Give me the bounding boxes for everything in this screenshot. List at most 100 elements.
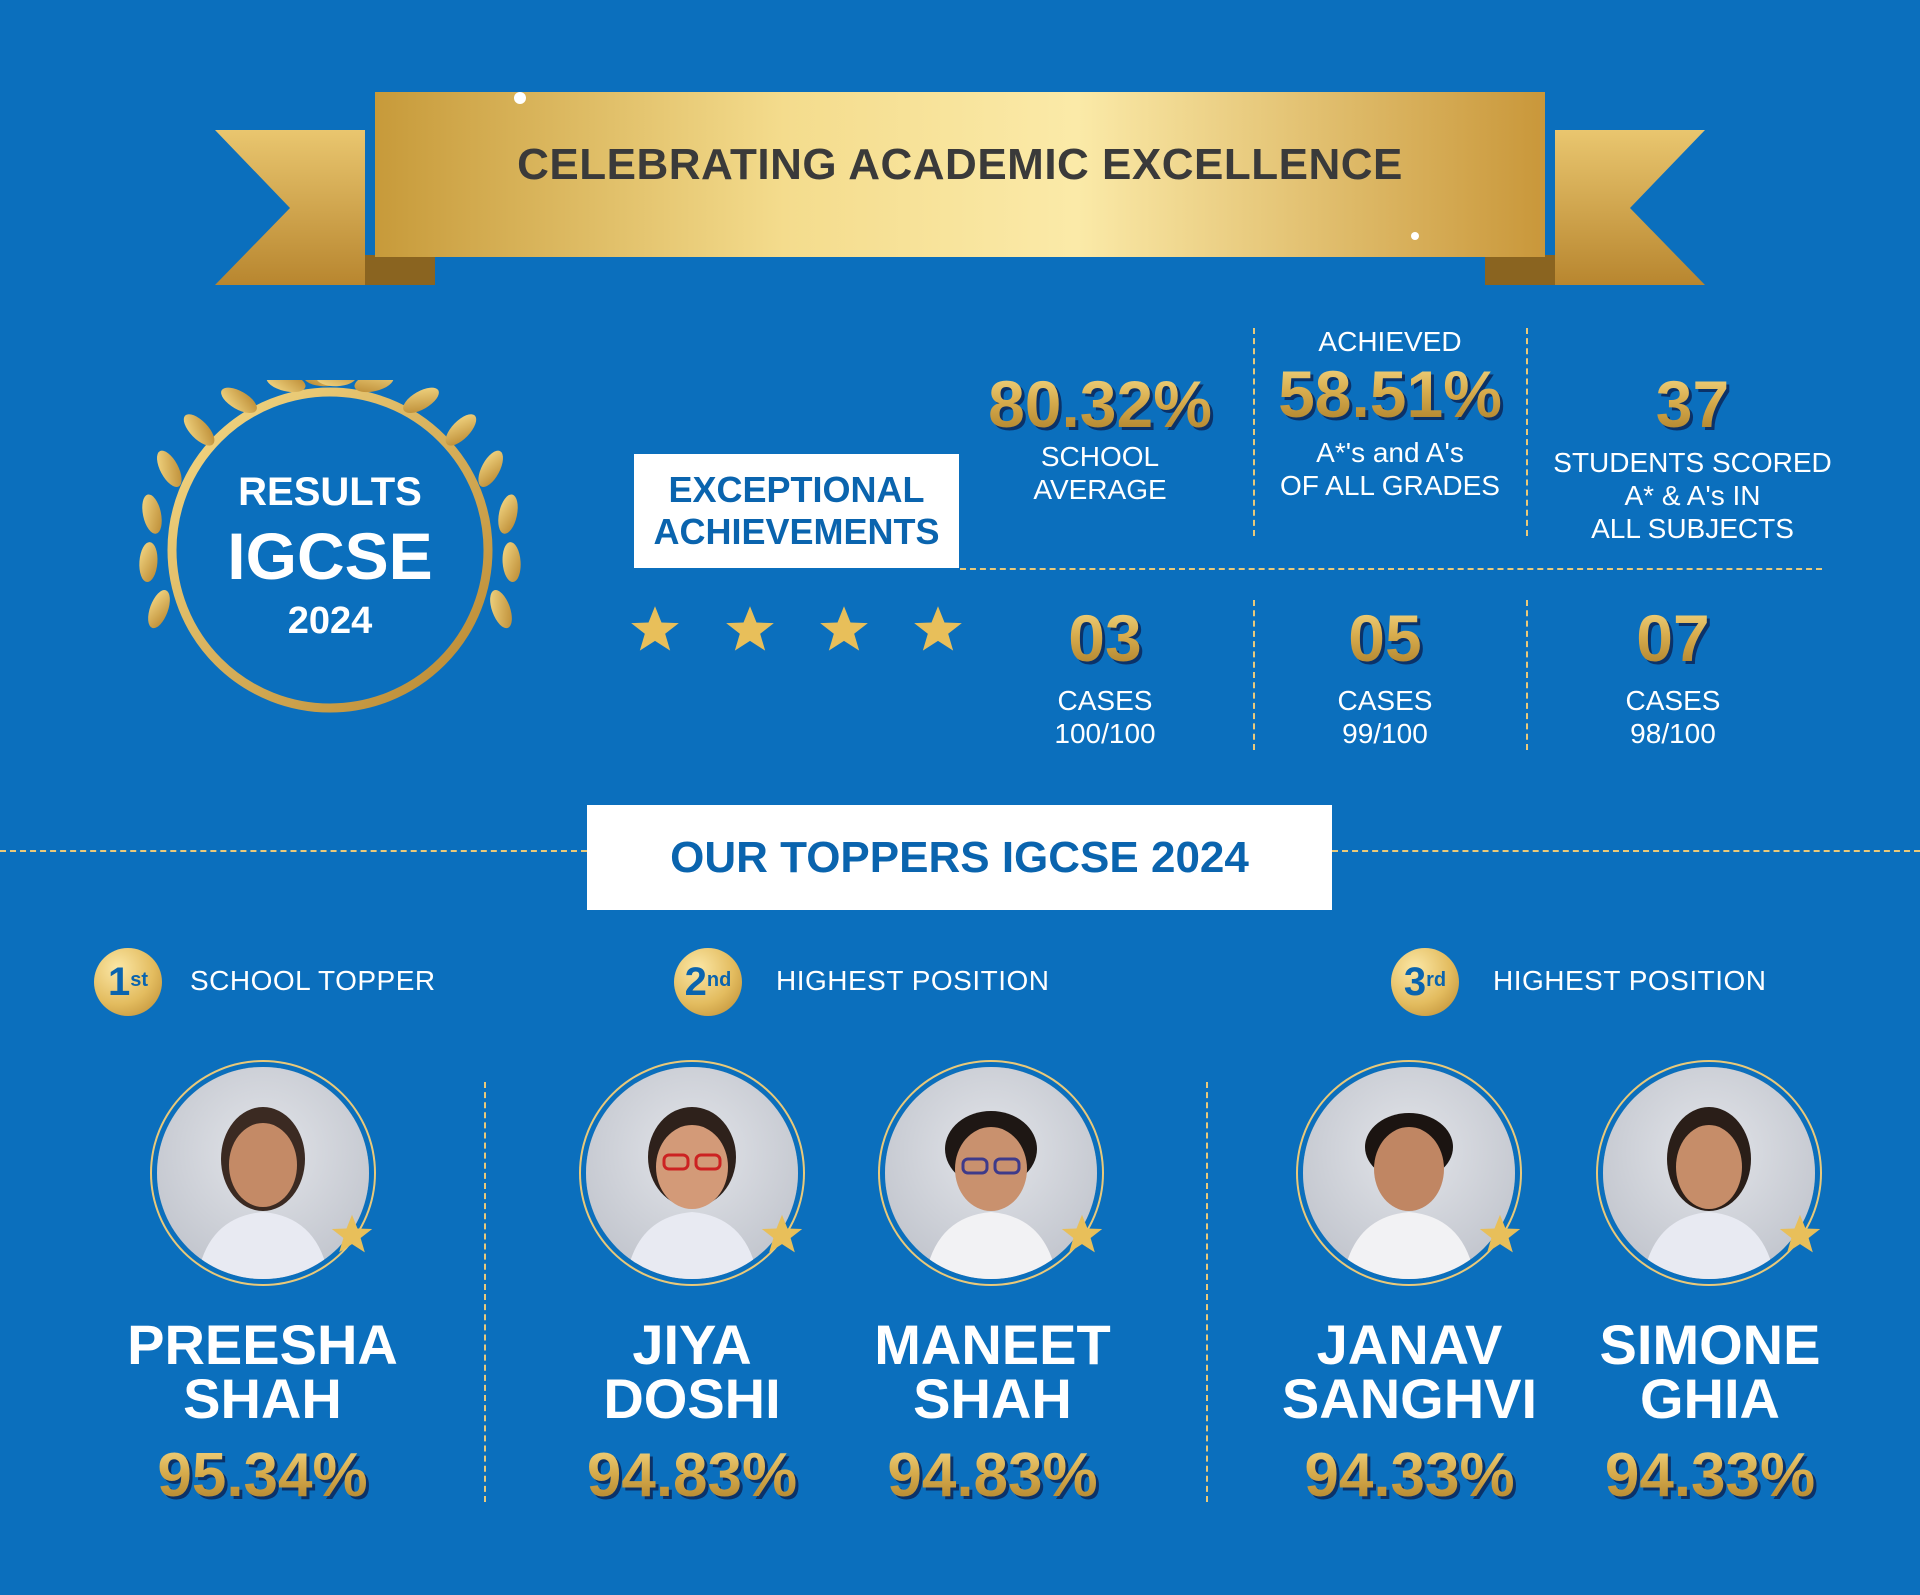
rank-number: 2 [684,959,707,1004]
column-divider [1206,1082,1208,1502]
stat-label: ALL SUBJECTS [1591,513,1794,544]
student-first-name: SIMONE [1599,1313,1821,1376]
rank-label: HIGHEST POSITION [1493,965,1767,996]
stat-label: A* & A's IN [1624,480,1761,511]
stat-value: 58.51% [1255,358,1525,430]
exceptional-line2: ACHIEVEMENTS [653,511,940,552]
stat-label: SCHOOL [1040,441,1160,472]
stat-label: AVERAGE [1033,474,1167,505]
stat-label: 100/100 [1054,718,1156,749]
stat-divider [1526,600,1528,750]
laurel-leaf [266,380,306,393]
stat-divider [1526,328,1528,536]
stat-pre-label: ACHIEVED [1318,326,1462,357]
stat-label: 99/100 [1342,718,1428,749]
star-icon [912,603,964,655]
laurel-leaf [490,590,512,629]
laurel-leaf [142,494,162,534]
laurel-leaf [183,414,215,446]
student-photo [885,1067,1097,1279]
stat-label: CASES [1057,685,1153,716]
stat-divider [1253,600,1255,750]
laurel-leaf [498,494,518,534]
laurel-leaf [478,450,504,487]
star-icon [818,603,870,655]
student-first-name: JANAV [1316,1313,1503,1376]
star-icon [330,1212,374,1256]
stat-horizontal-divider [960,568,1822,570]
laurel-leaf [354,380,394,393]
star-icon [1778,1212,1822,1256]
stat-grades-achieved: ACHIEVED 58.51% A*'s and A's OF ALL GRAD… [1255,325,1525,502]
student-photo [1303,1067,1515,1279]
laurel-leaf [316,380,357,387]
laurel-leaf [502,542,521,583]
stat-label: CASES [1337,685,1433,716]
student-photo [586,1067,798,1279]
stat-label: A*'s and A's [1316,437,1464,468]
student-last-name: SHAH [183,1367,342,1430]
column-divider [484,1082,486,1502]
stat-value: 07 [1568,602,1778,674]
student-name: JIYA DOSHI [542,1317,842,1427]
rank-suffix: rd [1426,968,1447,991]
stat-label: STUDENTS SCORED [1553,447,1832,478]
stat-label: OF ALL GRADES [1280,470,1500,501]
student-photo [1603,1067,1815,1279]
rank-number: 1 [107,959,131,1004]
laurel-wreath-emblem [139,380,521,713]
student-name: SIMONE GHIA [1560,1313,1860,1430]
star-icon [760,1212,804,1256]
section-divider-right [1332,850,1920,852]
student-name: JANAV SANGHVI [1262,1313,1557,1430]
student-last-name: SHAH [913,1367,1072,1430]
stat-value: 80.32% [975,368,1225,440]
banner-title: CELEBRATING ACADEMIC EXCELLENCE [517,140,1403,189]
rank-label: HIGHEST POSITION [776,965,1050,996]
star-icon [1060,1212,1104,1256]
stat-divider [1253,328,1255,536]
laurel-leaf [403,387,439,413]
stat-cases-99: 05 CASES 99/100 [1280,602,1490,750]
stat-value: 05 [1280,602,1490,674]
student-last-name: GHIA [1640,1367,1780,1430]
section-divider-left [0,850,587,852]
exceptional-line1: EXCEPTIONAL [668,469,925,510]
student-percent: 95.34% [100,1440,425,1511]
student-name: MANEET SHAH [845,1313,1140,1430]
stat-cases-98: 07 CASES 98/100 [1568,602,1778,750]
stat-label: 98/100 [1630,718,1716,749]
laurel-leaf [139,542,158,583]
stat-cases-100: 03 CASES 100/100 [1000,602,1210,750]
star-icon [1478,1212,1522,1256]
student-first-name: MANEET [874,1313,1111,1376]
results-exam: IGCSE [227,519,433,593]
results-year: 2024 [287,600,373,642]
stat-value: 37 [1530,368,1855,440]
gold-ribbon-banner [215,92,1705,285]
rank-label: SCHOOL TOPPER [190,965,436,996]
toppers-header: OUR TOPPERS IGCSE 2024 [670,832,1249,882]
toppers-header-box: OUR TOPPERS IGCSE 2024 [587,805,1332,910]
student-last-name: SANGHVI [1281,1367,1538,1430]
student-first-name: PREESHA [127,1313,398,1376]
student-percent: 94.83% [845,1440,1140,1511]
rank-suffix: nd [706,968,732,991]
laurel-leaf [445,414,477,446]
laurel-leaf [156,450,182,487]
stat-value: 03 [1000,602,1210,674]
stat-label: CASES [1625,685,1721,716]
laurel-leaf [221,387,257,413]
rank-number: 3 [1403,959,1427,1004]
star-icon [724,603,776,655]
results-label: RESULTS [238,470,422,514]
exceptional-achievements-box: EXCEPTIONAL ACHIEVEMENTS [634,454,959,568]
stat-students-scored: 37 STUDENTS SCORED A* & A's IN ALL SUBJE… [1530,368,1855,545]
student-percent: 94.33% [1262,1440,1557,1511]
rank-suffix: st [130,968,149,991]
student-percent: 94.83% [542,1440,842,1511]
student-percent: 94.33% [1560,1440,1860,1511]
stat-school-average: 80.32% SCHOOL AVERAGE [975,368,1225,506]
